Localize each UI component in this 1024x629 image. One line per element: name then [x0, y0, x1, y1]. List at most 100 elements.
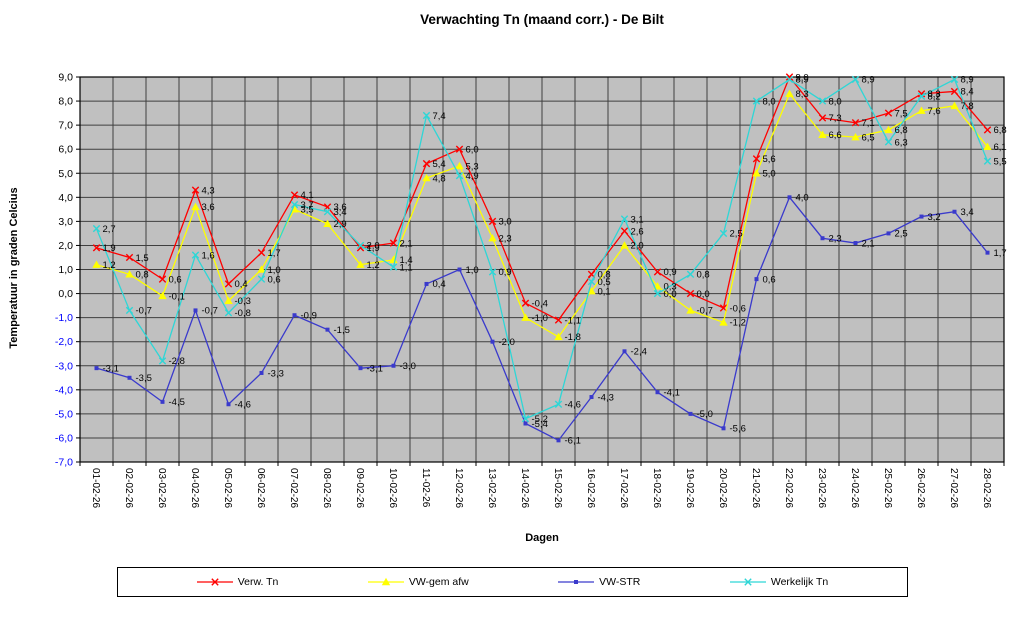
- data-label: -0,1: [169, 291, 185, 302]
- data-label: 2,5: [895, 229, 908, 240]
- x-marker: [744, 578, 752, 586]
- x-marker: [455, 145, 464, 153]
- data-label: -4,1: [664, 388, 680, 399]
- x-marker: [785, 75, 794, 84]
- series-data-labels-werkelijk-tn: 2,7 -0,7 -2,8 1,6 -0,8 0,6 3,7 3,4 2,0 1,1 7,4 4,9 0…: [103, 75, 1007, 425]
- x-tick-label: 02-02-26: [123, 468, 134, 508]
- x-tick-label: 10-02-26: [387, 468, 398, 508]
- data-label: 8,3: [928, 89, 941, 100]
- square-marker: [787, 195, 792, 200]
- data-label: -5,6: [730, 424, 746, 435]
- x-tick-label: 13-02-26: [486, 468, 497, 508]
- data-label: -3,5: [136, 373, 152, 384]
- legend-label: Verw. Tn: [237, 576, 279, 588]
- data-label: 7,6: [928, 106, 941, 117]
- data-label: 8,4: [961, 87, 974, 98]
- square-marker: [985, 250, 990, 255]
- triangle-marker: [917, 106, 926, 114]
- series-data-labels-vw-str: -3,1 -3,5 -4,5 -0,7 -4,6 -3,3 -0,9 -1,5 -3,1 -3,0…: [103, 193, 1007, 447]
- y-tick-label: 4,0: [58, 192, 73, 204]
- data-label: 2,1: [862, 238, 875, 249]
- square-marker: [193, 308, 198, 313]
- data-label: 1,6: [202, 250, 215, 261]
- x-marker: [653, 289, 662, 298]
- data-label: 6,8: [895, 125, 908, 136]
- x-marker: [191, 251, 200, 259]
- data-label: 8,0: [763, 96, 776, 107]
- data-label: 4,3: [202, 185, 215, 196]
- square-marker: [574, 580, 579, 584]
- x-marker: [389, 263, 398, 271]
- x-marker: [92, 244, 101, 252]
- series-vw-str: [94, 195, 990, 443]
- square-marker: [358, 366, 363, 371]
- data-label: 1,9: [103, 243, 116, 254]
- x-marker: [983, 126, 992, 134]
- triangle-marker: [587, 286, 596, 295]
- x-marker: [290, 200, 299, 209]
- y-axis-title: Temperatuur in graden Celcius: [8, 187, 20, 349]
- triangle-marker: [719, 318, 728, 326]
- data-label: -0,7: [136, 306, 152, 317]
- data-label: 0,8: [136, 270, 149, 281]
- x-marker: [191, 186, 200, 194]
- y-tick-label: -5,0: [55, 408, 73, 420]
- data-label: 6,6: [829, 130, 842, 141]
- x-marker: [356, 241, 365, 250]
- data-label: 8,9: [796, 75, 809, 86]
- triangle-marker: [381, 577, 391, 586]
- x-tick-label: 17-02-26: [618, 468, 629, 508]
- data-label: 0,1: [598, 286, 611, 297]
- x-marker: [554, 316, 563, 324]
- data-label: 1,7: [994, 248, 1007, 259]
- x-marker: [950, 75, 959, 84]
- y-tick-label: -4,0: [55, 384, 73, 396]
- x-marker: [653, 268, 662, 276]
- data-label: -5,2: [532, 414, 548, 425]
- data-label: 3,1: [631, 214, 644, 225]
- data-label: -0,7: [202, 306, 218, 317]
- x-marker: [851, 75, 860, 84]
- y-tick-label: 2,0: [58, 240, 73, 252]
- triangle-marker: [686, 306, 695, 314]
- data-label: 2,0: [631, 241, 644, 252]
- data-label: 7,4: [433, 111, 446, 122]
- series-line: [95, 78, 989, 420]
- x-marker: [211, 578, 219, 586]
- triangle-marker: [422, 173, 431, 182]
- data-label: 2,5: [730, 229, 743, 240]
- x-marker: [224, 309, 233, 317]
- plot-border: [79, 76, 1005, 463]
- data-label: 3,7: [301, 200, 314, 211]
- data-label: -2,0: [499, 337, 515, 348]
- x-tick-label: 27-02-26: [948, 468, 959, 508]
- triangle-marker: [191, 202, 200, 211]
- x-marker: [950, 87, 959, 96]
- x-tick-label: 16-02-26: [585, 468, 596, 508]
- legend-marker-verw-tn: [196, 578, 233, 586]
- data-label: -3,1: [367, 363, 383, 374]
- data-label: 8,2: [928, 92, 941, 103]
- x-marker: [719, 229, 728, 238]
- x-marker: [521, 414, 530, 423]
- square-marker: [688, 411, 693, 416]
- data-label: -1,5: [334, 325, 350, 336]
- x-marker: [257, 248, 266, 257]
- data-label: 6,3: [895, 137, 908, 148]
- data-label: 7,8: [961, 101, 974, 112]
- x-marker: [488, 217, 497, 226]
- triangle-marker: [224, 296, 233, 304]
- legend-label: VW-STR: [599, 576, 641, 588]
- triangle-marker: [818, 130, 827, 138]
- data-label: -2,8: [169, 356, 185, 367]
- y-tick-label: -6,0: [55, 432, 73, 444]
- x-tick-label: 07-02-26: [288, 468, 299, 508]
- square-marker: [523, 421, 528, 426]
- x-tick-label: 03-02-26: [156, 468, 167, 508]
- data-label: 4,1: [301, 190, 314, 201]
- square-marker: [655, 390, 660, 395]
- data-label: 1,0: [268, 265, 281, 276]
- series-werkelijk-tn: [92, 75, 992, 423]
- triangle-marker: [356, 260, 365, 268]
- data-label: 6,1: [994, 142, 1007, 153]
